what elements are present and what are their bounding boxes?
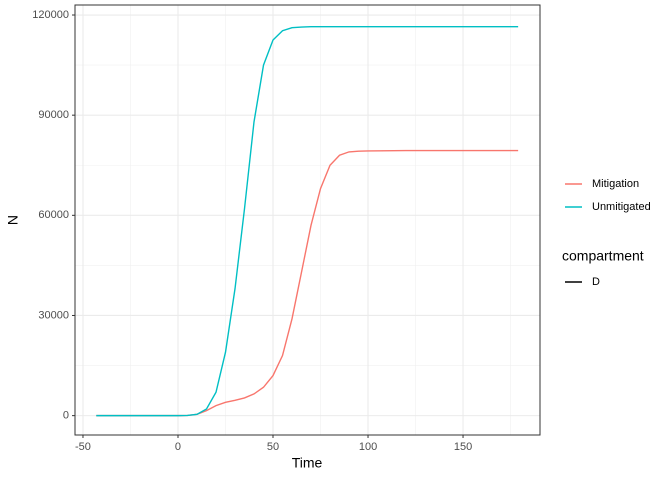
y-tick-label: 120000 — [32, 9, 69, 21]
x-tick-label: 50 — [267, 441, 279, 453]
series-line — [96, 149, 519, 417]
y-axis-title: N — [5, 215, 21, 225]
x-tick-label: 0 — [175, 441, 181, 453]
plot-border — [74, 4, 541, 436]
legend-label: Mitigation — [592, 178, 639, 190]
x-tick-label: 150 — [454, 441, 472, 453]
y-tick-label: 30000 — [38, 309, 69, 321]
series-line — [96, 26, 519, 417]
y-tick-label: 60000 — [38, 209, 69, 221]
y-tick-label: 90000 — [38, 109, 69, 121]
x-tick-label: -50 — [75, 441, 91, 453]
legend-label: Unmitigated — [592, 201, 651, 213]
legend-label: D — [592, 276, 600, 288]
legend-title: compartment — [562, 248, 644, 264]
x-tick-label: 100 — [359, 441, 377, 453]
x-axis-title: Time — [292, 455, 323, 471]
y-tick-label: 0 — [63, 410, 69, 422]
